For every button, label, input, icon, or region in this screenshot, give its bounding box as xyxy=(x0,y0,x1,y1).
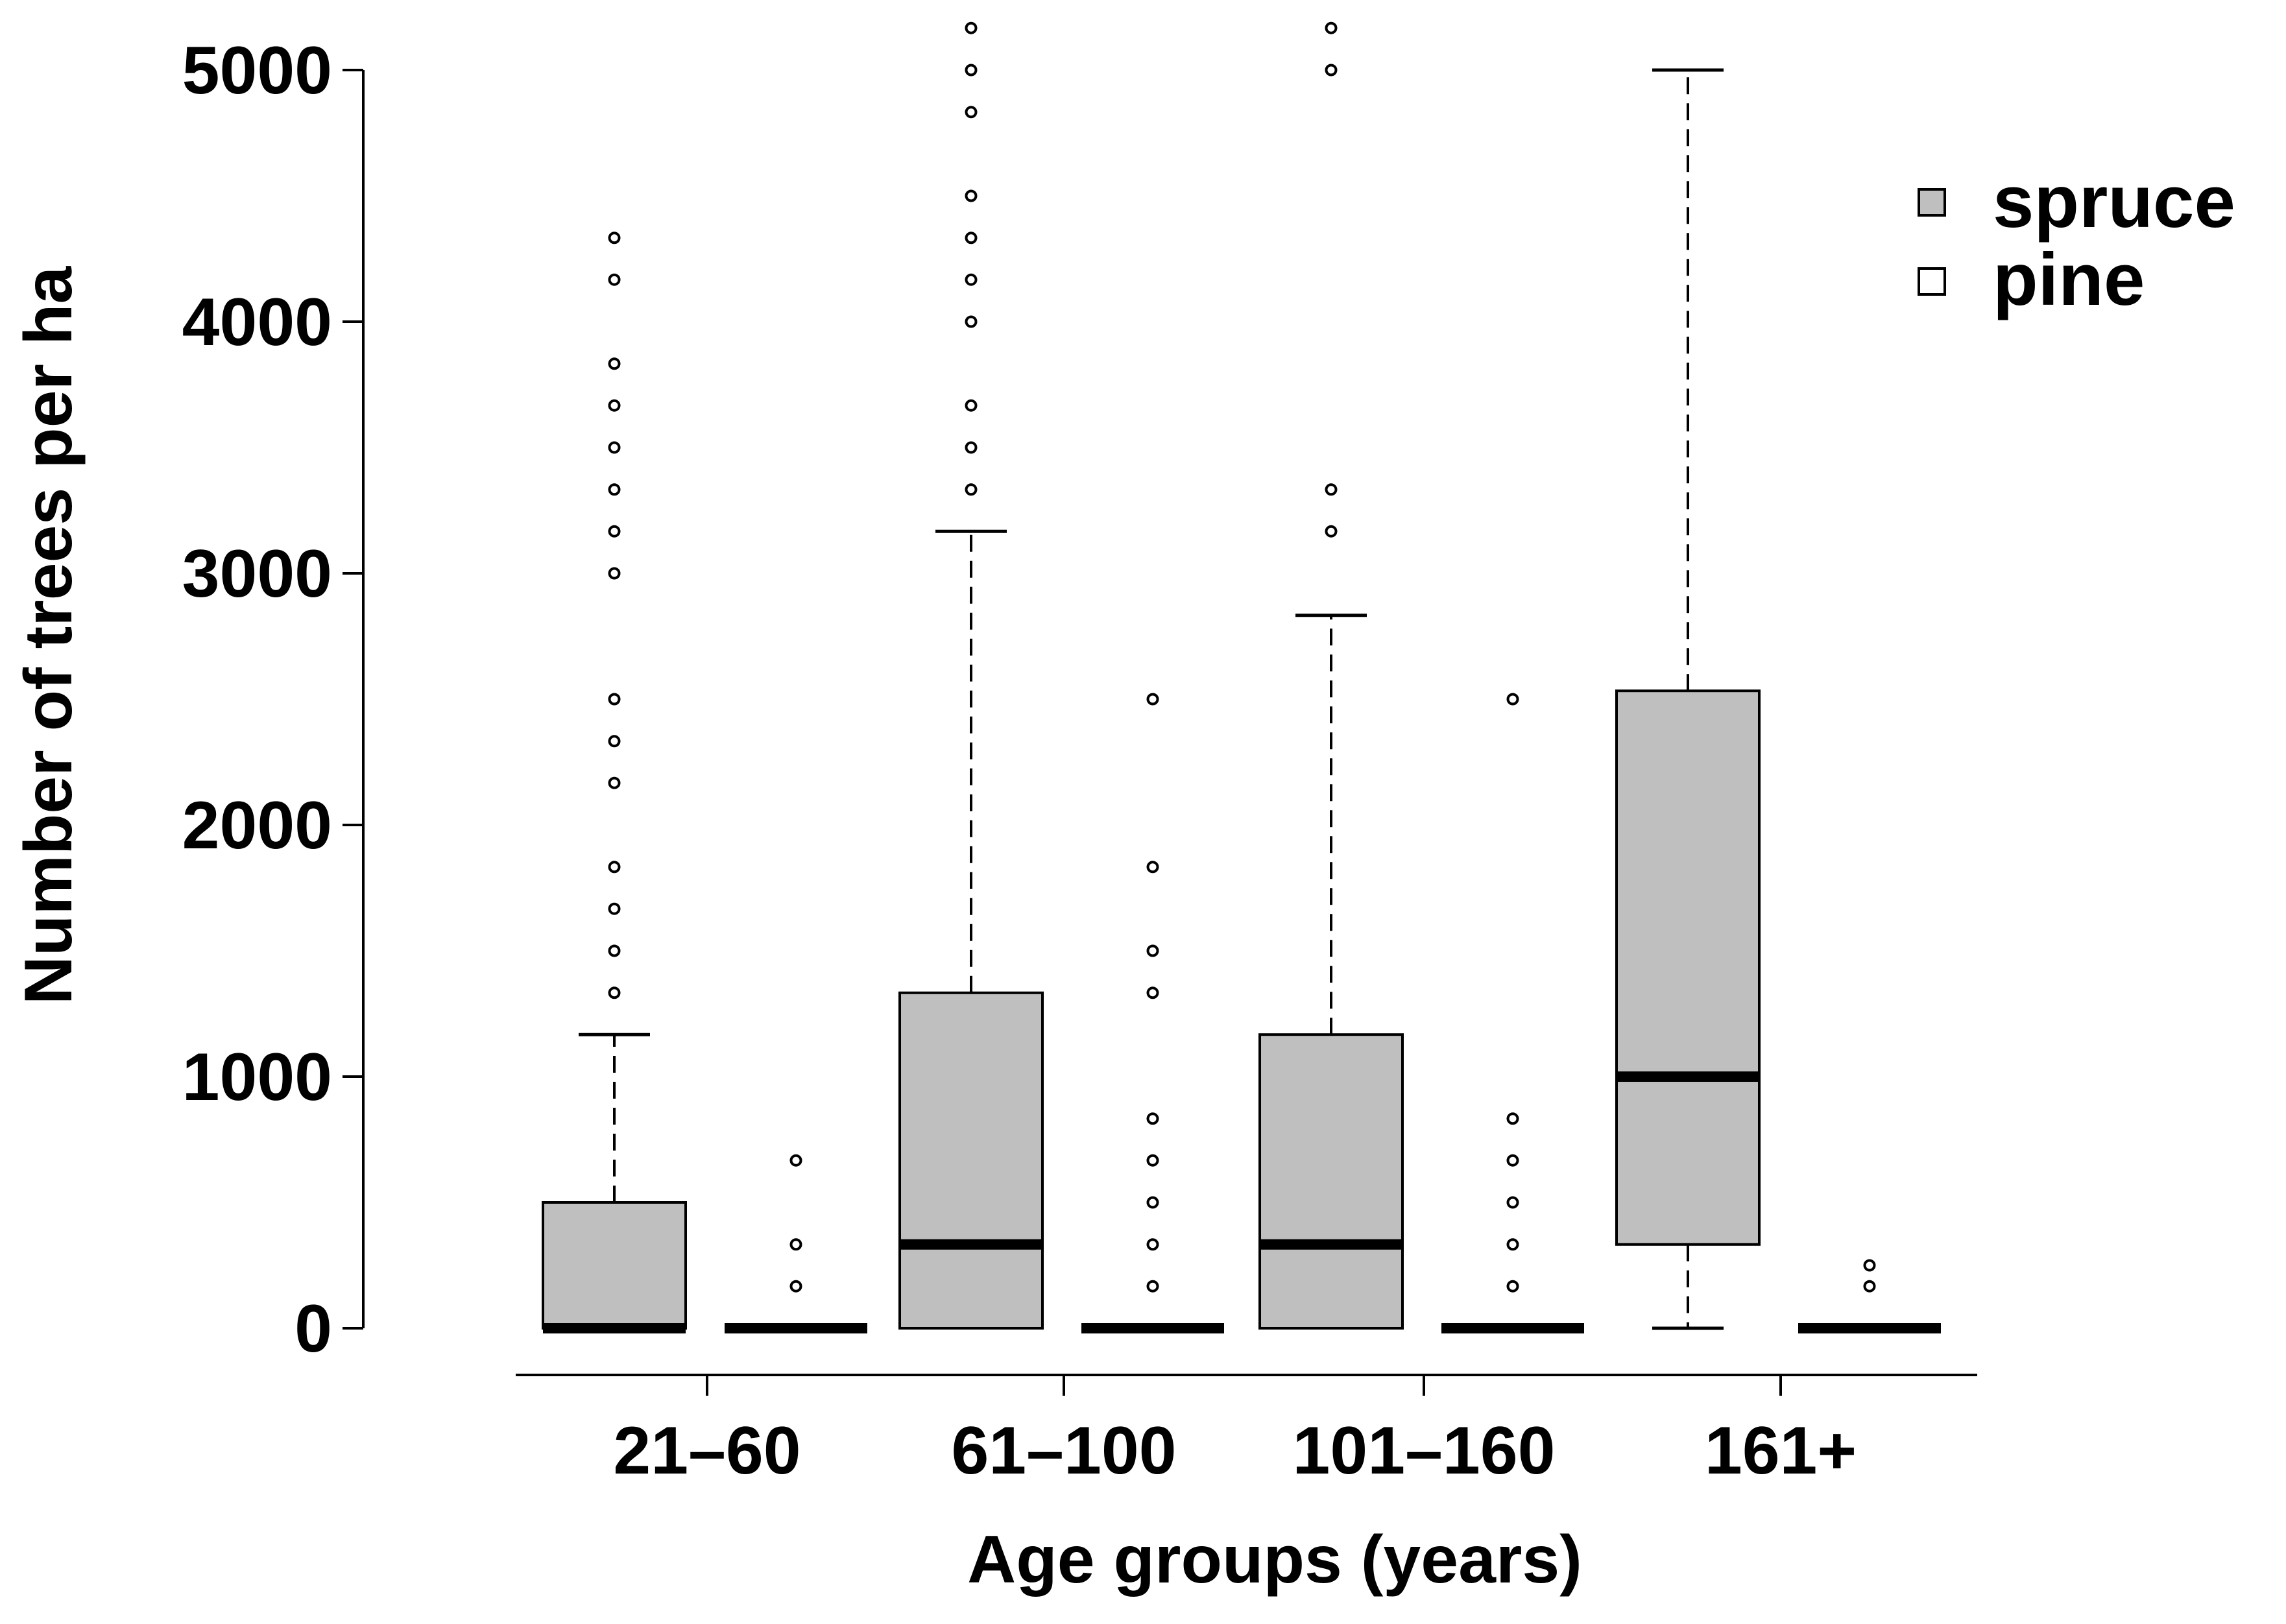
legend-swatch-spruce xyxy=(1918,188,1946,217)
outlier-point xyxy=(608,902,621,915)
outlier-point xyxy=(1146,1154,1159,1167)
y-axis-title: Number of trees per ha xyxy=(11,266,86,1005)
x-axis-title: Age groups (years) xyxy=(967,1522,1582,1597)
outlier-point xyxy=(1506,1280,1519,1293)
outlier-point xyxy=(1146,1112,1159,1125)
outlier-point xyxy=(1506,1154,1519,1167)
y-tick-label: 3000 xyxy=(182,536,332,612)
y-tick-label: 1000 xyxy=(182,1040,332,1115)
outlier-point xyxy=(608,232,621,245)
outlier-point xyxy=(608,357,621,370)
legend-label-spruce: spruce xyxy=(1993,161,2235,243)
outlier-point xyxy=(1146,1280,1159,1293)
y-axis: 0 1000 2000 3000 4000 5000 xyxy=(182,33,365,1367)
spruce-box-0 xyxy=(542,232,687,1333)
y-tick-label: 2000 xyxy=(182,788,332,863)
outlier-point xyxy=(1863,1280,1876,1293)
outlier-point xyxy=(789,1154,802,1167)
outlier-point xyxy=(1325,525,1338,538)
spruce-box-2 xyxy=(1258,21,1404,1330)
box-iqr xyxy=(542,1201,687,1330)
outlier-point xyxy=(608,273,621,286)
outlier-point xyxy=(1146,1238,1159,1251)
x-axis: 21–60 61–100 101–160 161+ xyxy=(516,1374,1977,1488)
spruce-box-1 xyxy=(898,21,1044,1330)
outlier-point xyxy=(608,483,621,496)
outlier-point xyxy=(1506,1112,1519,1125)
outlier-point xyxy=(1146,986,1159,999)
outlier-point xyxy=(965,21,978,34)
outlier-point xyxy=(1325,64,1338,77)
legend-label-pine: pine xyxy=(1993,239,2145,321)
pine-box-0 xyxy=(725,1154,867,1333)
outlier-point xyxy=(608,399,621,412)
outlier-point xyxy=(608,944,621,957)
outlier-point xyxy=(1325,21,1338,34)
y-tick-label: 5000 xyxy=(182,33,332,108)
outlier-point xyxy=(965,189,978,202)
outlier-point xyxy=(608,861,621,874)
spruce-box-3 xyxy=(1615,68,1761,1330)
box-iqr xyxy=(898,991,1044,1330)
pine-box-3 xyxy=(1798,1259,1941,1333)
plot-area xyxy=(542,21,1941,1333)
outlier-point xyxy=(965,441,978,454)
outlier-point xyxy=(1506,1196,1519,1209)
y-tick-label: 4000 xyxy=(182,285,332,360)
outlier-point xyxy=(1506,693,1519,706)
outlier-point xyxy=(965,399,978,412)
outlier-point xyxy=(1146,693,1159,706)
outlier-point xyxy=(789,1238,802,1251)
outlier-point xyxy=(1325,483,1338,496)
outlier-point xyxy=(1863,1259,1876,1272)
outlier-point xyxy=(965,232,978,245)
x-tick-label: 61–100 xyxy=(951,1413,1176,1488)
outlier-point xyxy=(965,315,978,328)
x-tick-label: 161+ xyxy=(1705,1413,1857,1488)
outlier-point xyxy=(965,483,978,496)
pine-box-1 xyxy=(1081,693,1224,1333)
outlier-point xyxy=(608,776,621,789)
x-tick-label: 101–160 xyxy=(1293,1413,1556,1488)
outlier-point xyxy=(1506,1238,1519,1251)
legend-swatch-pine xyxy=(1918,267,1946,296)
outlier-point xyxy=(608,693,621,706)
x-tick-label: 21–60 xyxy=(613,1413,800,1488)
outlier-point xyxy=(1146,944,1159,957)
outlier-point xyxy=(965,273,978,286)
box-iqr xyxy=(1615,689,1761,1246)
outlier-point xyxy=(608,735,621,748)
outlier-point xyxy=(965,64,978,77)
outlier-point xyxy=(1146,1196,1159,1209)
outlier-point xyxy=(608,441,621,454)
pine-box-2 xyxy=(1441,693,1584,1333)
outlier-point xyxy=(608,525,621,538)
outlier-point xyxy=(1146,861,1159,874)
outlier-point xyxy=(789,1280,802,1293)
y-tick-label: 0 xyxy=(295,1291,332,1367)
box-iqr xyxy=(1258,1033,1404,1330)
outlier-point xyxy=(965,106,978,119)
outlier-point xyxy=(608,986,621,999)
outlier-point xyxy=(608,567,621,580)
